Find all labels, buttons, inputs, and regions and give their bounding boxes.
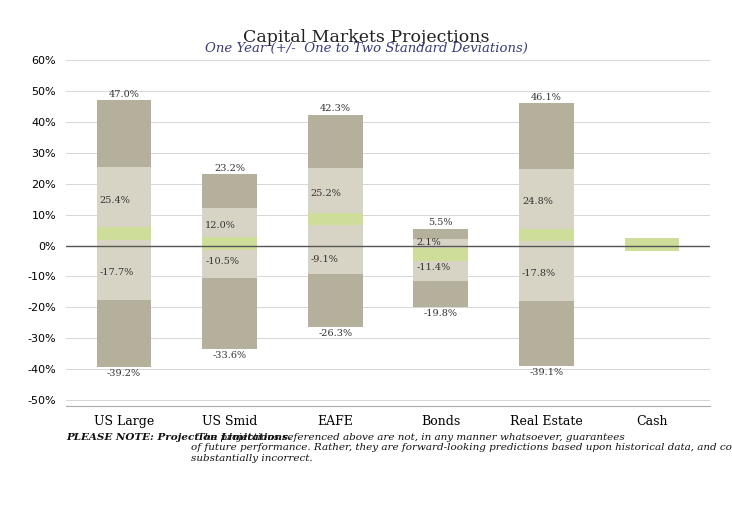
Text: -33.6%: -33.6% bbox=[212, 351, 247, 360]
Bar bbox=[307, 213, 362, 225]
Bar bbox=[307, 168, 362, 273]
Text: -11.4%: -11.4% bbox=[417, 263, 451, 272]
Text: 47.0%: 47.0% bbox=[108, 90, 139, 99]
Text: -19.8%: -19.8% bbox=[424, 308, 458, 317]
Bar bbox=[307, 115, 362, 327]
Text: PLEASE NOTE: Projection Limitations.: PLEASE NOTE: Projection Limitations. bbox=[66, 433, 291, 442]
Text: 3.9%: 3.9% bbox=[112, 229, 136, 238]
Bar bbox=[519, 103, 574, 367]
Text: 2.1%: 2.1% bbox=[417, 238, 441, 247]
Bar bbox=[97, 100, 152, 367]
Bar bbox=[519, 169, 574, 300]
Text: 0.3%: 0.3% bbox=[640, 240, 664, 249]
Text: Capital Markets Projections: Capital Markets Projections bbox=[243, 29, 489, 46]
Text: 46.1%: 46.1% bbox=[531, 93, 561, 102]
Text: One Year (+/-  One to Two Standard Deviations): One Year (+/- One to Two Standard Deviat… bbox=[204, 42, 528, 56]
Text: -10.5%: -10.5% bbox=[205, 257, 239, 266]
Bar bbox=[202, 174, 257, 350]
Text: 25.4%: 25.4% bbox=[100, 196, 130, 205]
Text: 42.3%: 42.3% bbox=[320, 105, 351, 114]
Text: 23.2%: 23.2% bbox=[214, 163, 245, 172]
Bar bbox=[519, 229, 574, 241]
Text: -2.9%: -2.9% bbox=[427, 250, 455, 259]
Bar bbox=[97, 227, 152, 240]
Text: -9.1%: -9.1% bbox=[311, 255, 339, 264]
Bar bbox=[624, 241, 679, 248]
Text: 0.7%: 0.7% bbox=[217, 239, 242, 248]
Text: 3.5%: 3.5% bbox=[534, 230, 559, 239]
Text: 8.6%: 8.6% bbox=[323, 214, 348, 223]
Text: -39.2%: -39.2% bbox=[107, 369, 141, 378]
Text: 24.8%: 24.8% bbox=[522, 197, 553, 206]
Text: 12.0%: 12.0% bbox=[205, 222, 236, 231]
Text: -17.8%: -17.8% bbox=[522, 269, 556, 278]
Bar bbox=[97, 167, 152, 300]
Text: -17.7%: -17.7% bbox=[100, 268, 134, 277]
Bar bbox=[624, 239, 679, 251]
Bar bbox=[202, 237, 257, 250]
Text: 5.5%: 5.5% bbox=[428, 218, 453, 227]
Text: -26.3%: -26.3% bbox=[318, 329, 352, 338]
Bar bbox=[414, 248, 468, 261]
Text: 25.2%: 25.2% bbox=[311, 189, 342, 198]
Bar bbox=[414, 239, 468, 281]
Text: -39.1%: -39.1% bbox=[529, 368, 564, 377]
Bar bbox=[414, 229, 468, 307]
Bar bbox=[624, 239, 679, 251]
Bar bbox=[202, 208, 257, 278]
Text: The projections referenced above are not, in any manner whatsoever, guarantees
o: The projections referenced above are not… bbox=[192, 433, 732, 463]
